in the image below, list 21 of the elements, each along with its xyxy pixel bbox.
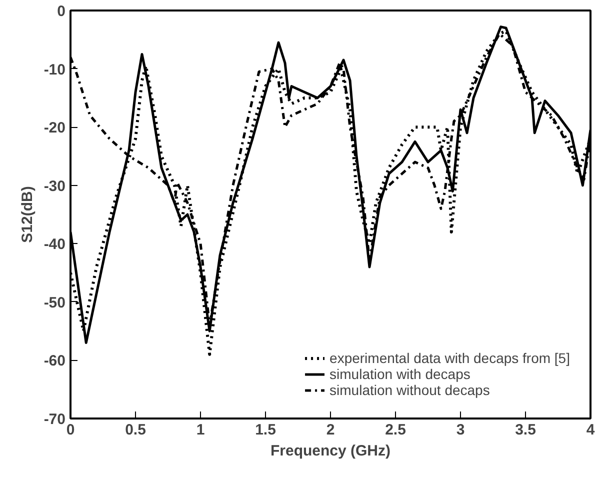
legend-label: simulation without decaps	[330, 382, 490, 398]
y-tick-label: -10	[44, 61, 66, 78]
x-tick-label: 2.5	[385, 422, 406, 438]
x-tick-label: 1.5	[255, 422, 276, 438]
y-tick-label: -50	[44, 294, 66, 312]
y-tick-label: -40	[44, 236, 66, 254]
x-axis-title: Frequency (GHz)	[270, 442, 391, 460]
y-tick-label: -70	[44, 411, 66, 428]
y-axis-title: S12(dB)	[18, 186, 36, 243]
x-tick-label: 1	[196, 422, 205, 438]
x-tick-label: 4	[586, 422, 596, 438]
legend-label: experimental data with decaps from [5]	[330, 350, 570, 366]
y-tick-label: 0	[57, 3, 66, 20]
x-tick-label: 2	[326, 422, 335, 438]
legend-label: simulation with decaps	[330, 366, 470, 382]
y-tick-label: -20	[44, 120, 66, 137]
y-tick-label: -60	[44, 352, 66, 370]
y-tick-label: -30	[44, 178, 66, 195]
x-tick-label: 3.5	[515, 422, 536, 438]
x-tick-label: 3	[456, 422, 465, 438]
x-tick-label: 0.5	[125, 422, 146, 438]
